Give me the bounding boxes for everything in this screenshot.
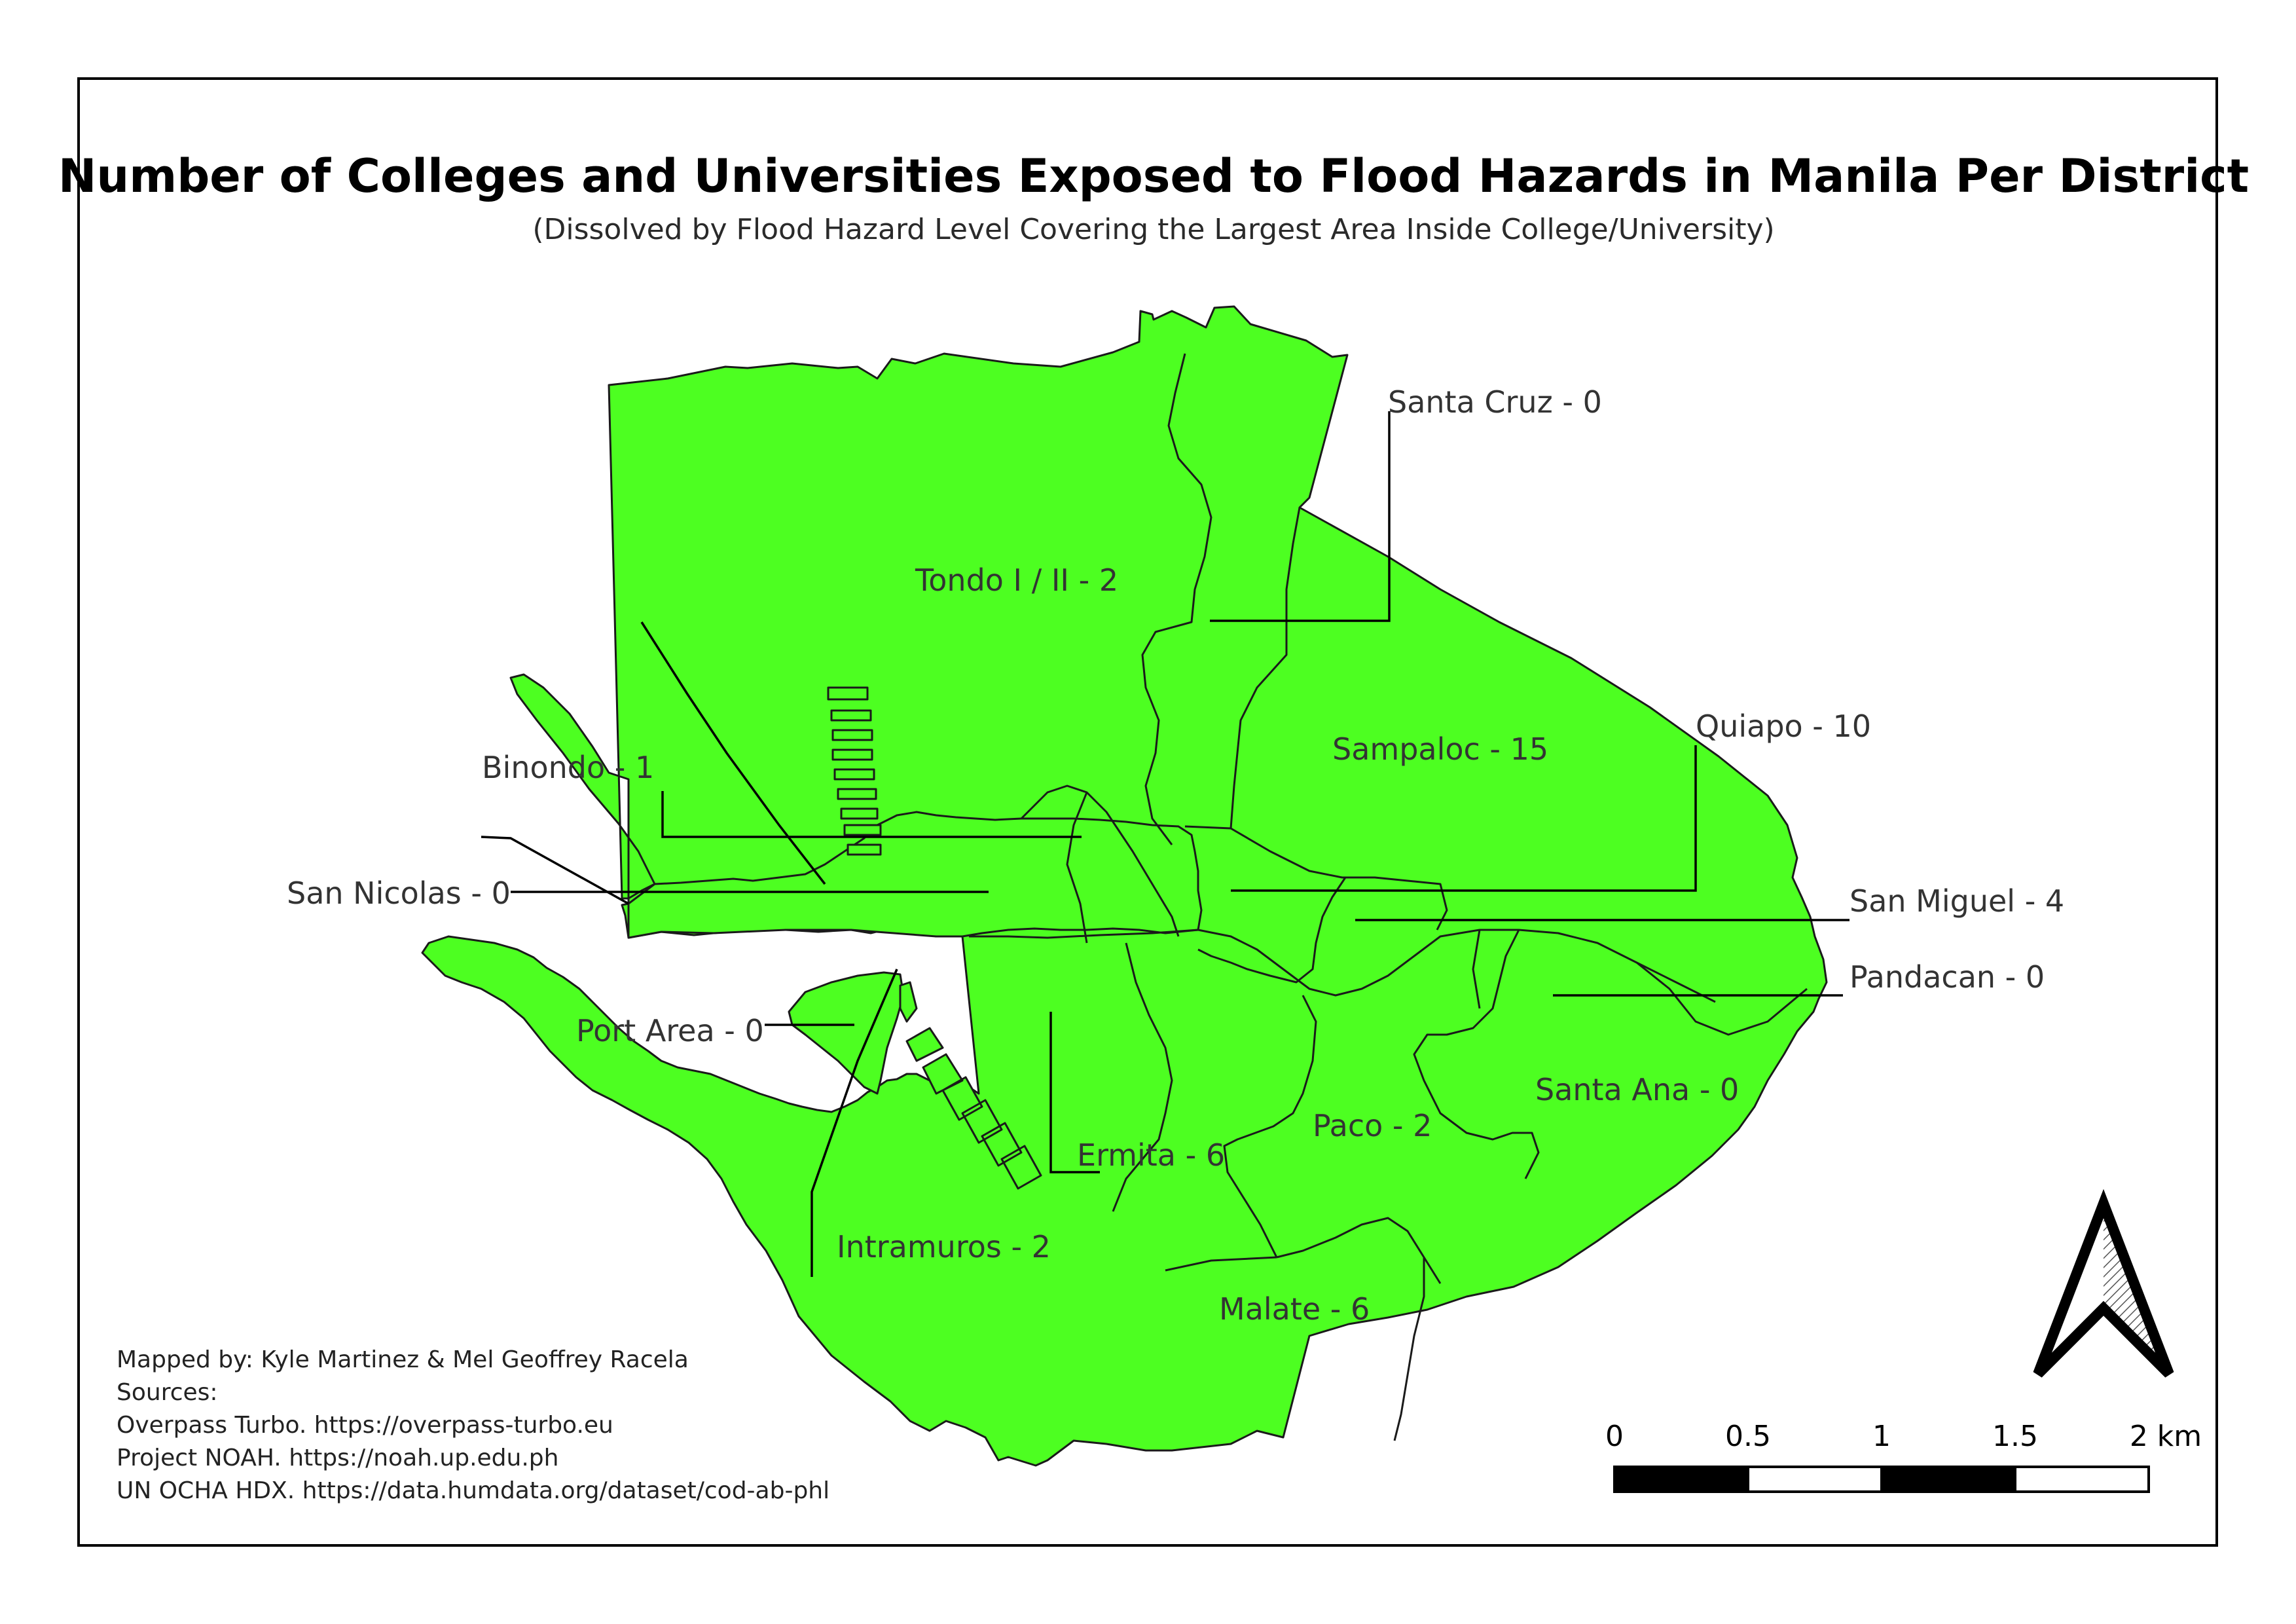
label-port-area: Port Area - 0 <box>576 1013 764 1048</box>
label-paco: Paco - 2 <box>1313 1108 1432 1143</box>
label-malate: Malate - 6 <box>1219 1291 1370 1327</box>
label-intramuros: Intramuros - 2 <box>837 1229 1051 1264</box>
credit-mapped-by: Mapped by: Kyle Martinez & Mel Geoffrey … <box>117 1346 689 1373</box>
label-santa-cruz: Santa Cruz - 0 <box>1388 384 1602 420</box>
label-pandacan: Pandacan - 0 <box>1850 959 2045 995</box>
map-title: Number of Colleges and Universities Expo… <box>58 149 2249 203</box>
label-sampaloc: Sampaloc - 15 <box>1332 731 1548 767</box>
scale-tick-label: 0.5 <box>1725 1420 1771 1453</box>
piers-north <box>827 686 882 856</box>
leader-lines <box>481 411 1850 1277</box>
scale-tick-label: 1 <box>1872 1420 1891 1453</box>
district-labels: Santa Cruz - 0 Tondo I / II - 2 Quiapo -… <box>287 384 2064 1327</box>
label-quiapo: Quiapo - 10 <box>1696 709 1871 744</box>
scale-tick-label: 1.5 <box>1992 1420 2038 1453</box>
label-binondo: Binondo - 1 <box>482 750 654 785</box>
map-frame <box>77 77 2218 1547</box>
scale-tick-label: 2 km <box>2130 1420 2202 1453</box>
credits: Mapped by: Kyle Martinez & Mel Geoffrey … <box>117 1346 829 1504</box>
breakwater <box>899 981 918 1023</box>
district-western-strip <box>627 811 1203 939</box>
district-port-area-land <box>788 971 905 1095</box>
credit-source-item: UN OCHA HDX. https://data.humdata.org/da… <box>117 1477 829 1504</box>
label-ermita: Ermita - 6 <box>1077 1137 1225 1173</box>
credit-source-item: Overpass Turbo. https://overpass-turbo.e… <box>117 1412 613 1439</box>
credit-sources-heading: Sources: <box>117 1379 218 1406</box>
north-arrow-icon <box>2033 1189 2174 1378</box>
label-san-nicolas: San Nicolas - 0 <box>287 876 511 911</box>
manila-landmass <box>421 305 1828 1467</box>
piers-south <box>905 1027 1042 1190</box>
credit-source-item: Project NOAH. https://noah.up.edu.ph <box>117 1445 558 1471</box>
label-santa-ana: Santa Ana - 0 <box>1535 1072 1739 1107</box>
label-tondo: Tondo I / II - 2 <box>915 563 1118 598</box>
scale-tick-label: 0 <box>1605 1420 1624 1453</box>
scale-bar: 0 0.5 1 1.5 2 km <box>1605 1420 2202 1493</box>
label-san-miguel: San Miguel - 4 <box>1850 883 2064 919</box>
district-boundaries <box>969 353 1808 1441</box>
map-subtitle: (Dissolved by Flood Hazard Level Coverin… <box>532 213 1774 246</box>
